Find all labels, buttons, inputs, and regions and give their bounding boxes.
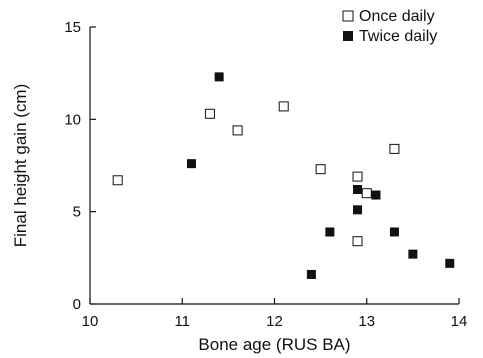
y-tick-label: 5 [73,204,81,221]
x-tick-label: 12 [266,313,283,330]
twice-daily-point [186,159,196,169]
once-daily-point [315,164,326,175]
x-ticks: 10 11 12 13 14 [82,298,468,330]
twice-daily-point [306,269,316,279]
x-tick-label: 11 [174,313,190,330]
x-tick-label: 13 [358,313,375,330]
y-tick-label: 10 [64,111,81,128]
twice-daily-point [325,227,335,237]
y-tick-label: 0 [73,296,81,313]
once-daily-point [204,108,215,119]
x-axis-title: Bone age (RUS BA) [198,335,350,354]
twice-daily-point [389,227,399,237]
twice-daily-point [371,190,381,200]
legend-label-once-daily: Once daily [359,8,435,25]
legend-marker-twice-daily [343,31,353,41]
once-daily-point [389,143,400,154]
twice-daily-point [408,249,418,259]
twice-daily-point [353,185,363,195]
twice-daily-point [214,72,224,82]
once-daily-point [278,101,289,112]
legend: Once daily Twice daily [342,8,437,45]
once-daily-point [112,175,123,186]
axes [89,27,459,305]
once-daily-point [361,188,372,199]
once-daily-point [232,125,243,136]
legend-label-twice-daily: Twice daily [359,28,437,45]
data-points [112,72,455,279]
y-tick-label: 15 [64,19,81,36]
once-daily-point [352,171,363,182]
x-tick-label: 10 [82,313,99,330]
y-axis-title: Final height gain (cm) [11,84,30,247]
x-tick-label: 14 [451,313,468,330]
legend-marker-once-daily [342,10,354,22]
once-daily-point [352,236,363,247]
twice-daily-point [353,205,363,215]
y-ticks: 0 5 10 15 [64,19,96,313]
twice-daily-point [445,258,455,268]
